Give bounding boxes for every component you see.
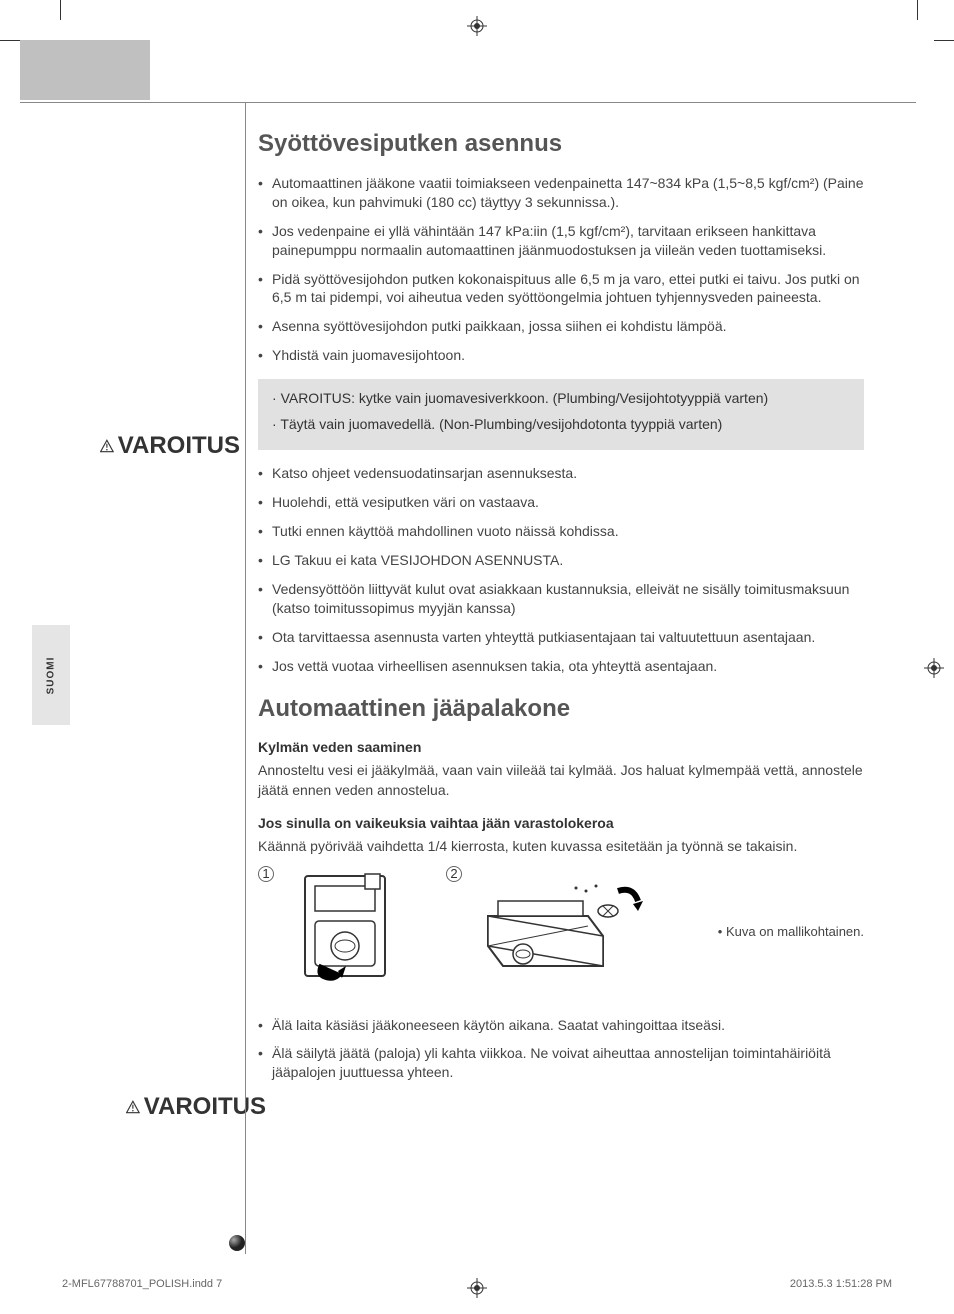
diagram-row: 1 2 bbox=[258, 866, 864, 996]
language-tab-label: SUOMI bbox=[46, 656, 57, 694]
crop-mark bbox=[917, 0, 918, 20]
diagram-number: 2 bbox=[446, 866, 462, 882]
section1-list-a: Automaattinen jääkone vaatii toimiakseen… bbox=[258, 174, 864, 365]
crop-mark bbox=[934, 40, 954, 41]
registration-mark-top bbox=[467, 16, 487, 36]
list-item: Älä säilytä jäätä (paloja) yli kahta vii… bbox=[258, 1044, 864, 1083]
section2-warning-list: Älä laita käsiäsi jääkoneeseen käytön ai… bbox=[258, 1016, 864, 1083]
warning-triangle-icon bbox=[100, 435, 114, 457]
header-grey-block bbox=[20, 40, 150, 100]
list-item: Vedensyöttöön liittyvät kulut ovat asiak… bbox=[258, 580, 864, 618]
warning-label-1: VAROITUS bbox=[100, 432, 240, 460]
sub2-body: Käännä pyörivää vaihdetta 1/4 kierrosta,… bbox=[258, 837, 864, 857]
section2-title: Automaattinen jääpalakone bbox=[258, 695, 864, 723]
warning-line: Täytä vain juomavedellä. (Non-Plumbing/v… bbox=[272, 415, 850, 435]
list-item: Ota tarvittaessa asennusta varten yhteyt… bbox=[258, 628, 864, 647]
diagram-number: 1 bbox=[258, 866, 274, 882]
warning-text: VAROITUS bbox=[118, 432, 240, 460]
registration-mark-right bbox=[924, 658, 944, 678]
sub1-title: Kylmän veden saaminen bbox=[258, 739, 864, 755]
footer-timestamp: 2013.5.3 1:51:28 PM bbox=[790, 1278, 892, 1290]
list-item: Automaattinen jääkone vaatii toimiakseen… bbox=[258, 174, 864, 212]
diagram-illustration-2 bbox=[468, 866, 648, 996]
section1-title: Syöttövesiputken asennus bbox=[258, 130, 864, 158]
list-item: Katso ohjeet vedensuodatinsarjan asennuk… bbox=[258, 464, 864, 483]
list-item: Tutki ennen käyttöä mahdollinen vuoto nä… bbox=[258, 522, 864, 541]
sub1-body: Annosteltu vesi ei jääkylmää, vaan vain … bbox=[258, 761, 864, 800]
section1-list-b: Katso ohjeet vedensuodatinsarjan asennuk… bbox=[258, 464, 864, 675]
list-item: Pidä syöttövesijohdon putken kokonaispit… bbox=[258, 270, 864, 308]
image-note: Kuva on mallikohtainen. bbox=[716, 924, 864, 939]
list-item: Yhdistä vain juomavesijohtoon. bbox=[258, 346, 864, 365]
list-item: Älä laita käsiäsi jääkoneeseen käytön ai… bbox=[258, 1016, 864, 1036]
diagram-1: 1 bbox=[258, 866, 430, 996]
crop-mark bbox=[0, 40, 20, 41]
list-item: Jos vettä vuotaa virheellisen asennuksen… bbox=[258, 657, 864, 676]
warning-box-1: VAROITUS: kytke vain juomavesiverkkoon. … bbox=[258, 379, 864, 450]
list-item: LG Takuu ei kata VESIJOHDON ASENNUSTA. bbox=[258, 551, 864, 570]
sub2-title: Jos sinulla on vaikeuksia vaihtaa jään v… bbox=[258, 815, 864, 831]
list-item: Asenna syöttövesijohdon putki paikkaan, … bbox=[258, 317, 864, 336]
footer-filename: 2-MFL67788701_POLISH.indd 7 bbox=[62, 1278, 222, 1290]
crop-mark bbox=[60, 0, 61, 20]
manual-page: SUOMI VAROITUS VAROITUS Syöttövesiputken… bbox=[0, 0, 954, 1314]
list-item: Jos vedenpaine ei yllä vähintään 147 kPa… bbox=[258, 222, 864, 260]
warning-line: VAROITUS: kytke vain juomavesiverkkoon. … bbox=[272, 389, 850, 409]
language-tab: SUOMI bbox=[32, 625, 70, 725]
main-content: Syöttövesiputken asennus Automaattinen j… bbox=[245, 102, 864, 1254]
footer: 2-MFL67788701_POLISH.indd 7 2013.5.3 1:5… bbox=[62, 1278, 892, 1290]
diagram-2: 2 bbox=[446, 866, 648, 996]
warning-triangle-icon bbox=[126, 1096, 140, 1118]
diagram-illustration-1 bbox=[280, 866, 430, 996]
page-number-bullet bbox=[228, 1234, 246, 1252]
list-item: Huolehdi, että vesiputken väri on vastaa… bbox=[258, 493, 864, 512]
